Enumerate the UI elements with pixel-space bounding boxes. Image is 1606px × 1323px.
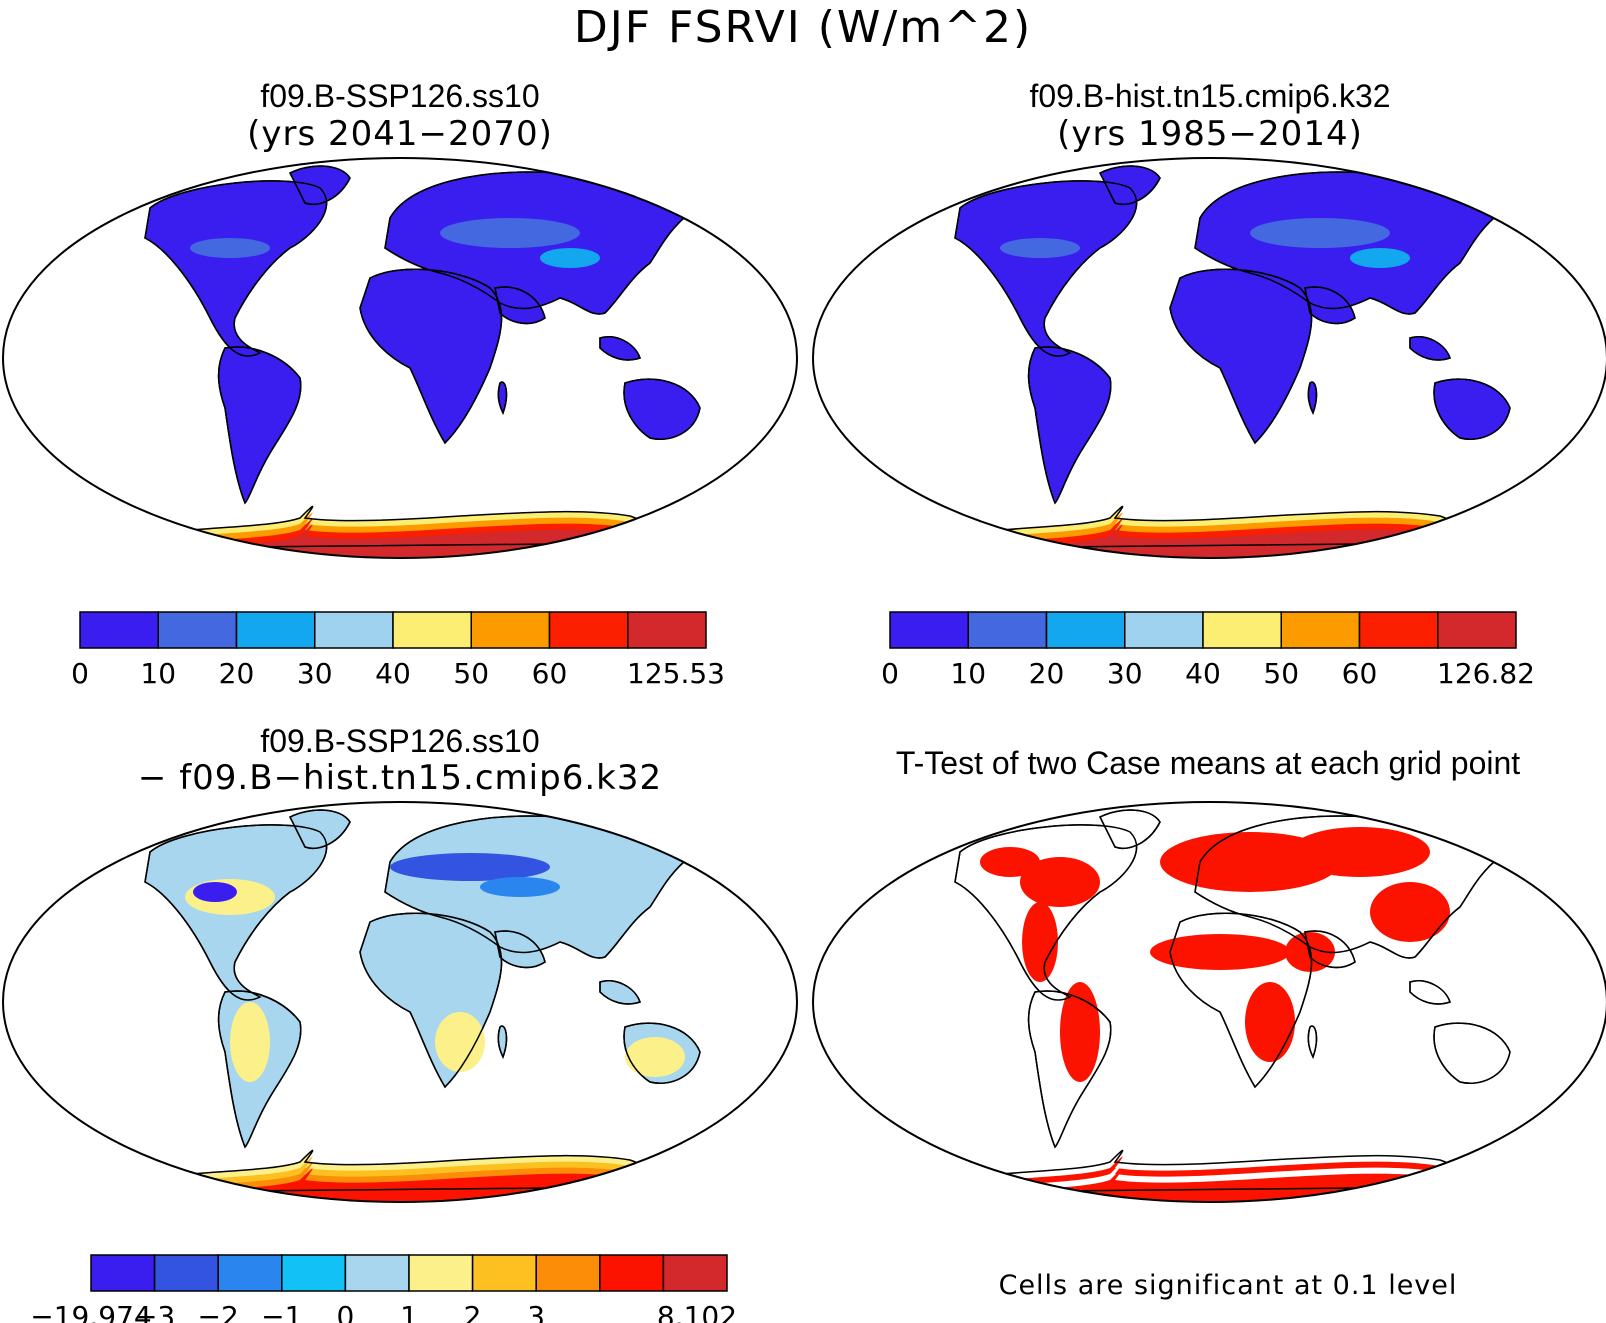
colorbar-tick-label: 3 [527, 1300, 545, 1323]
colorbar-swatch [1437, 611, 1517, 649]
colorbar-swatch [1045, 611, 1126, 649]
colorbar-swatch [217, 1254, 283, 1292]
colorbar-swatch [889, 611, 969, 649]
map-panel-2 [813, 158, 1606, 558]
colorbar-tick-label: 0 [336, 1300, 354, 1323]
panel2-subtitle: (yrs 1985−2014) [1057, 114, 1363, 154]
colorbar-tick-label: 0 [881, 657, 899, 690]
colorbar-3: −19.974−3 −2 −1 0 1 2 3 8.102 [30, 1254, 737, 1323]
colorbar-tick-label: 60 [1342, 657, 1378, 690]
colorbar-swatch [408, 1254, 474, 1292]
colorbar-swatch [79, 611, 159, 649]
colorbar-tick-label: −3 [134, 1300, 175, 1323]
colorbar-swatch [157, 611, 238, 649]
map-border [2, 801, 798, 1203]
colorbar-swatch [1124, 611, 1204, 649]
colorbar-tick-label: −19.974 [30, 1300, 151, 1323]
colorbar-swatch [1202, 611, 1282, 649]
colorbar-tick-label: 20 [1029, 657, 1065, 690]
colorbar-tick-label: 10 [950, 657, 986, 690]
colorbar-swatch [627, 611, 707, 649]
colorbar-tick-label: 126.82 [1437, 657, 1535, 690]
map-panel-4 [813, 802, 1606, 1202]
map-panel-1 [3, 158, 797, 558]
map-panel-3 [3, 802, 797, 1202]
panel1-title: f09.B-SSP126.ss10 [260, 78, 540, 114]
colorbar-swatch [1280, 611, 1361, 649]
colorbar-tick-label: 8.102 [657, 1300, 737, 1323]
map-border [812, 801, 1606, 1203]
colorbar-swatch [90, 1254, 156, 1292]
colorbar-swatch [344, 1254, 410, 1292]
colorbar-tick-label: 50 [1263, 657, 1299, 690]
panel3-title: f09.B-SSP126.ss10 [260, 723, 540, 759]
colorbar-swatch [471, 1254, 537, 1292]
panel4-title: T-Test of two Case means at each grid po… [895, 745, 1521, 781]
colorbar-tick-label: 50 [453, 657, 489, 690]
colorbar-swatch [1358, 611, 1439, 649]
colorbar-tick-label: −2 [198, 1300, 239, 1323]
colorbar-tick-label: 1 [400, 1300, 418, 1323]
colorbar-swatch [235, 611, 316, 649]
colorbar-swatch [599, 1254, 665, 1292]
colorbar-swatch [153, 1254, 219, 1292]
colorbar-tick-label: 10 [140, 657, 176, 690]
colorbar-tick-label: 60 [532, 657, 568, 690]
significance-note: Cells are significant at 0.1 level [998, 1270, 1458, 1301]
colorbar-tick-label: 125.53 [627, 657, 725, 690]
colorbar-swatch [281, 1254, 347, 1292]
colorbar-tick-label: 0 [71, 657, 89, 690]
colorbar-2: 0 10 20 30 40 50 60 126.82 [881, 611, 1535, 690]
panel1-subtitle: (yrs 2041−2070) [247, 114, 553, 154]
figure-title: DJF FSRVI (W/m^2) [573, 2, 1033, 53]
colorbar-swatch [392, 611, 472, 649]
panel3-subtitle: − f09.B−hist.tn15.cmip6.k32 [137, 758, 663, 798]
colorbar-tick-label: 2 [464, 1300, 482, 1323]
colorbar-tick-label: 40 [1185, 657, 1221, 690]
map-border [2, 157, 798, 559]
colorbar-swatch [967, 611, 1048, 649]
colorbar-swatch [535, 1254, 601, 1292]
colorbar-1: 0 10 20 30 40 50 60 125.53 [71, 611, 725, 690]
panel2-title: f09.B-hist.tn15.cmip6.k32 [1029, 78, 1391, 114]
colorbar-tick-label: 40 [375, 657, 411, 690]
colorbar-tick-label: 30 [297, 657, 333, 690]
colorbar-swatch [470, 611, 551, 649]
colorbar-tick-label: −1 [261, 1300, 302, 1323]
colorbar-tick-label: 30 [1107, 657, 1143, 690]
colorbar-swatch [548, 611, 629, 649]
colorbar-swatch [314, 611, 394, 649]
colorbar-swatch [662, 1254, 728, 1292]
colorbar-tick-label: 20 [219, 657, 255, 690]
map-border [812, 157, 1606, 559]
